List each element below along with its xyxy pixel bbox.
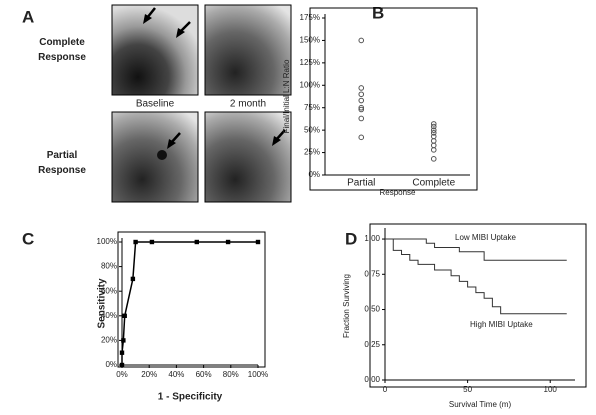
curve-label: Low MIBI Uptake: [455, 233, 516, 242]
data-point: [133, 239, 138, 245]
y-axis-label: Sensitivity: [97, 278, 108, 328]
lesion: [157, 150, 167, 160]
y-tick-label: 100%: [300, 80, 320, 89]
y-tick-label: 125%: [300, 58, 320, 67]
x-tick-label: 100%: [248, 370, 268, 379]
x-tick-label: 20%: [141, 370, 157, 379]
x-tick-label: Complete: [412, 178, 455, 189]
y-tick-label: 40%: [101, 311, 117, 320]
roc-curve: [121, 241, 258, 365]
data-point: [194, 239, 199, 245]
y-tick-label: 80%: [101, 262, 117, 271]
x-tick-label: 80%: [223, 370, 239, 379]
data-point: [358, 134, 365, 141]
column-label: 2 month: [230, 99, 266, 110]
y-axis-label: Final/Initial L:N Ratio: [282, 59, 291, 133]
data-point: [430, 121, 437, 127]
data-point: [119, 350, 125, 355]
arrows: [143, 7, 286, 149]
row-label: Partial Response: [38, 150, 86, 176]
panel-letter: B: [372, 3, 384, 22]
y-tick-label: 0.50: [364, 305, 380, 314]
data-point: [255, 239, 261, 245]
data-point: [430, 130, 437, 136]
x-axis-label: 1 - Specificity: [158, 392, 223, 403]
y-tick-label: 25%: [304, 148, 320, 157]
x-axis-label: Response: [379, 188, 416, 197]
data-point: [430, 156, 437, 162]
data-point: [121, 338, 126, 343]
y-tick-label: 150%: [300, 36, 320, 45]
y-tick-label: 60%: [101, 286, 117, 295]
data-point: [430, 138, 437, 144]
x-tick-label: 0: [383, 385, 388, 394]
y-tick-label: 0.25: [364, 340, 380, 349]
x-axis-label: Survival Time (m): [449, 400, 512, 409]
y-tick-label: 1.00: [364, 234, 380, 243]
scan-image: [111, 4, 199, 96]
x-tick-label: 100: [544, 385, 558, 394]
panel-letter: D: [345, 229, 357, 248]
x-tick-label: Partial: [347, 178, 375, 189]
data-point: [430, 142, 437, 149]
survival-curve: [385, 238, 567, 315]
data-point: [430, 127, 437, 133]
y-tick-label: 0.00: [364, 375, 380, 384]
survival-curve: [385, 238, 567, 261]
data-point: [358, 104, 365, 111]
data-point: [430, 147, 437, 153]
scan-image: [204, 111, 292, 203]
y-tick-label: 50%: [304, 125, 320, 134]
y-tick-label: 75%: [304, 103, 320, 112]
y-tick-label: 100%: [97, 237, 117, 246]
x-tick-label: 60%: [196, 370, 212, 379]
data-point: [358, 85, 365, 91]
data-point: [122, 313, 127, 318]
data-point: [430, 123, 437, 130]
y-tick-label: 0.75: [364, 269, 380, 278]
y-axis-label: Fraction Surviving: [342, 274, 351, 338]
y-tick-label: 20%: [101, 336, 117, 345]
plot-frame: [309, 7, 478, 191]
data-point: [119, 362, 125, 368]
scan-images: [111, 4, 292, 203]
panel-letter: C: [22, 229, 34, 248]
plot-frame: [369, 223, 587, 388]
data-point: [130, 276, 136, 282]
data-point: [358, 91, 365, 98]
data-point: [358, 97, 365, 104]
x-tick-label: 50: [463, 385, 472, 394]
scan-image: [111, 111, 199, 203]
x-tick-label: 0%: [116, 370, 128, 379]
y-tick-label: 175%: [300, 13, 320, 22]
panel-letter: A: [22, 7, 34, 26]
data-point: [225, 239, 231, 245]
data-point: [358, 115, 365, 122]
data-point: [358, 106, 365, 113]
curve-label: High MIBI Uptake: [470, 320, 533, 329]
y-tick-label: 0%: [308, 170, 320, 179]
y-tick-label: 0%: [105, 360, 117, 369]
x-tick-label: 40%: [168, 370, 184, 379]
scan-image: [204, 4, 292, 96]
row-label: Complete Response: [38, 37, 86, 63]
data-point: [149, 239, 155, 245]
column-label: Baseline: [136, 99, 175, 110]
plot-frame: [117, 231, 266, 368]
data-point: [358, 37, 365, 44]
